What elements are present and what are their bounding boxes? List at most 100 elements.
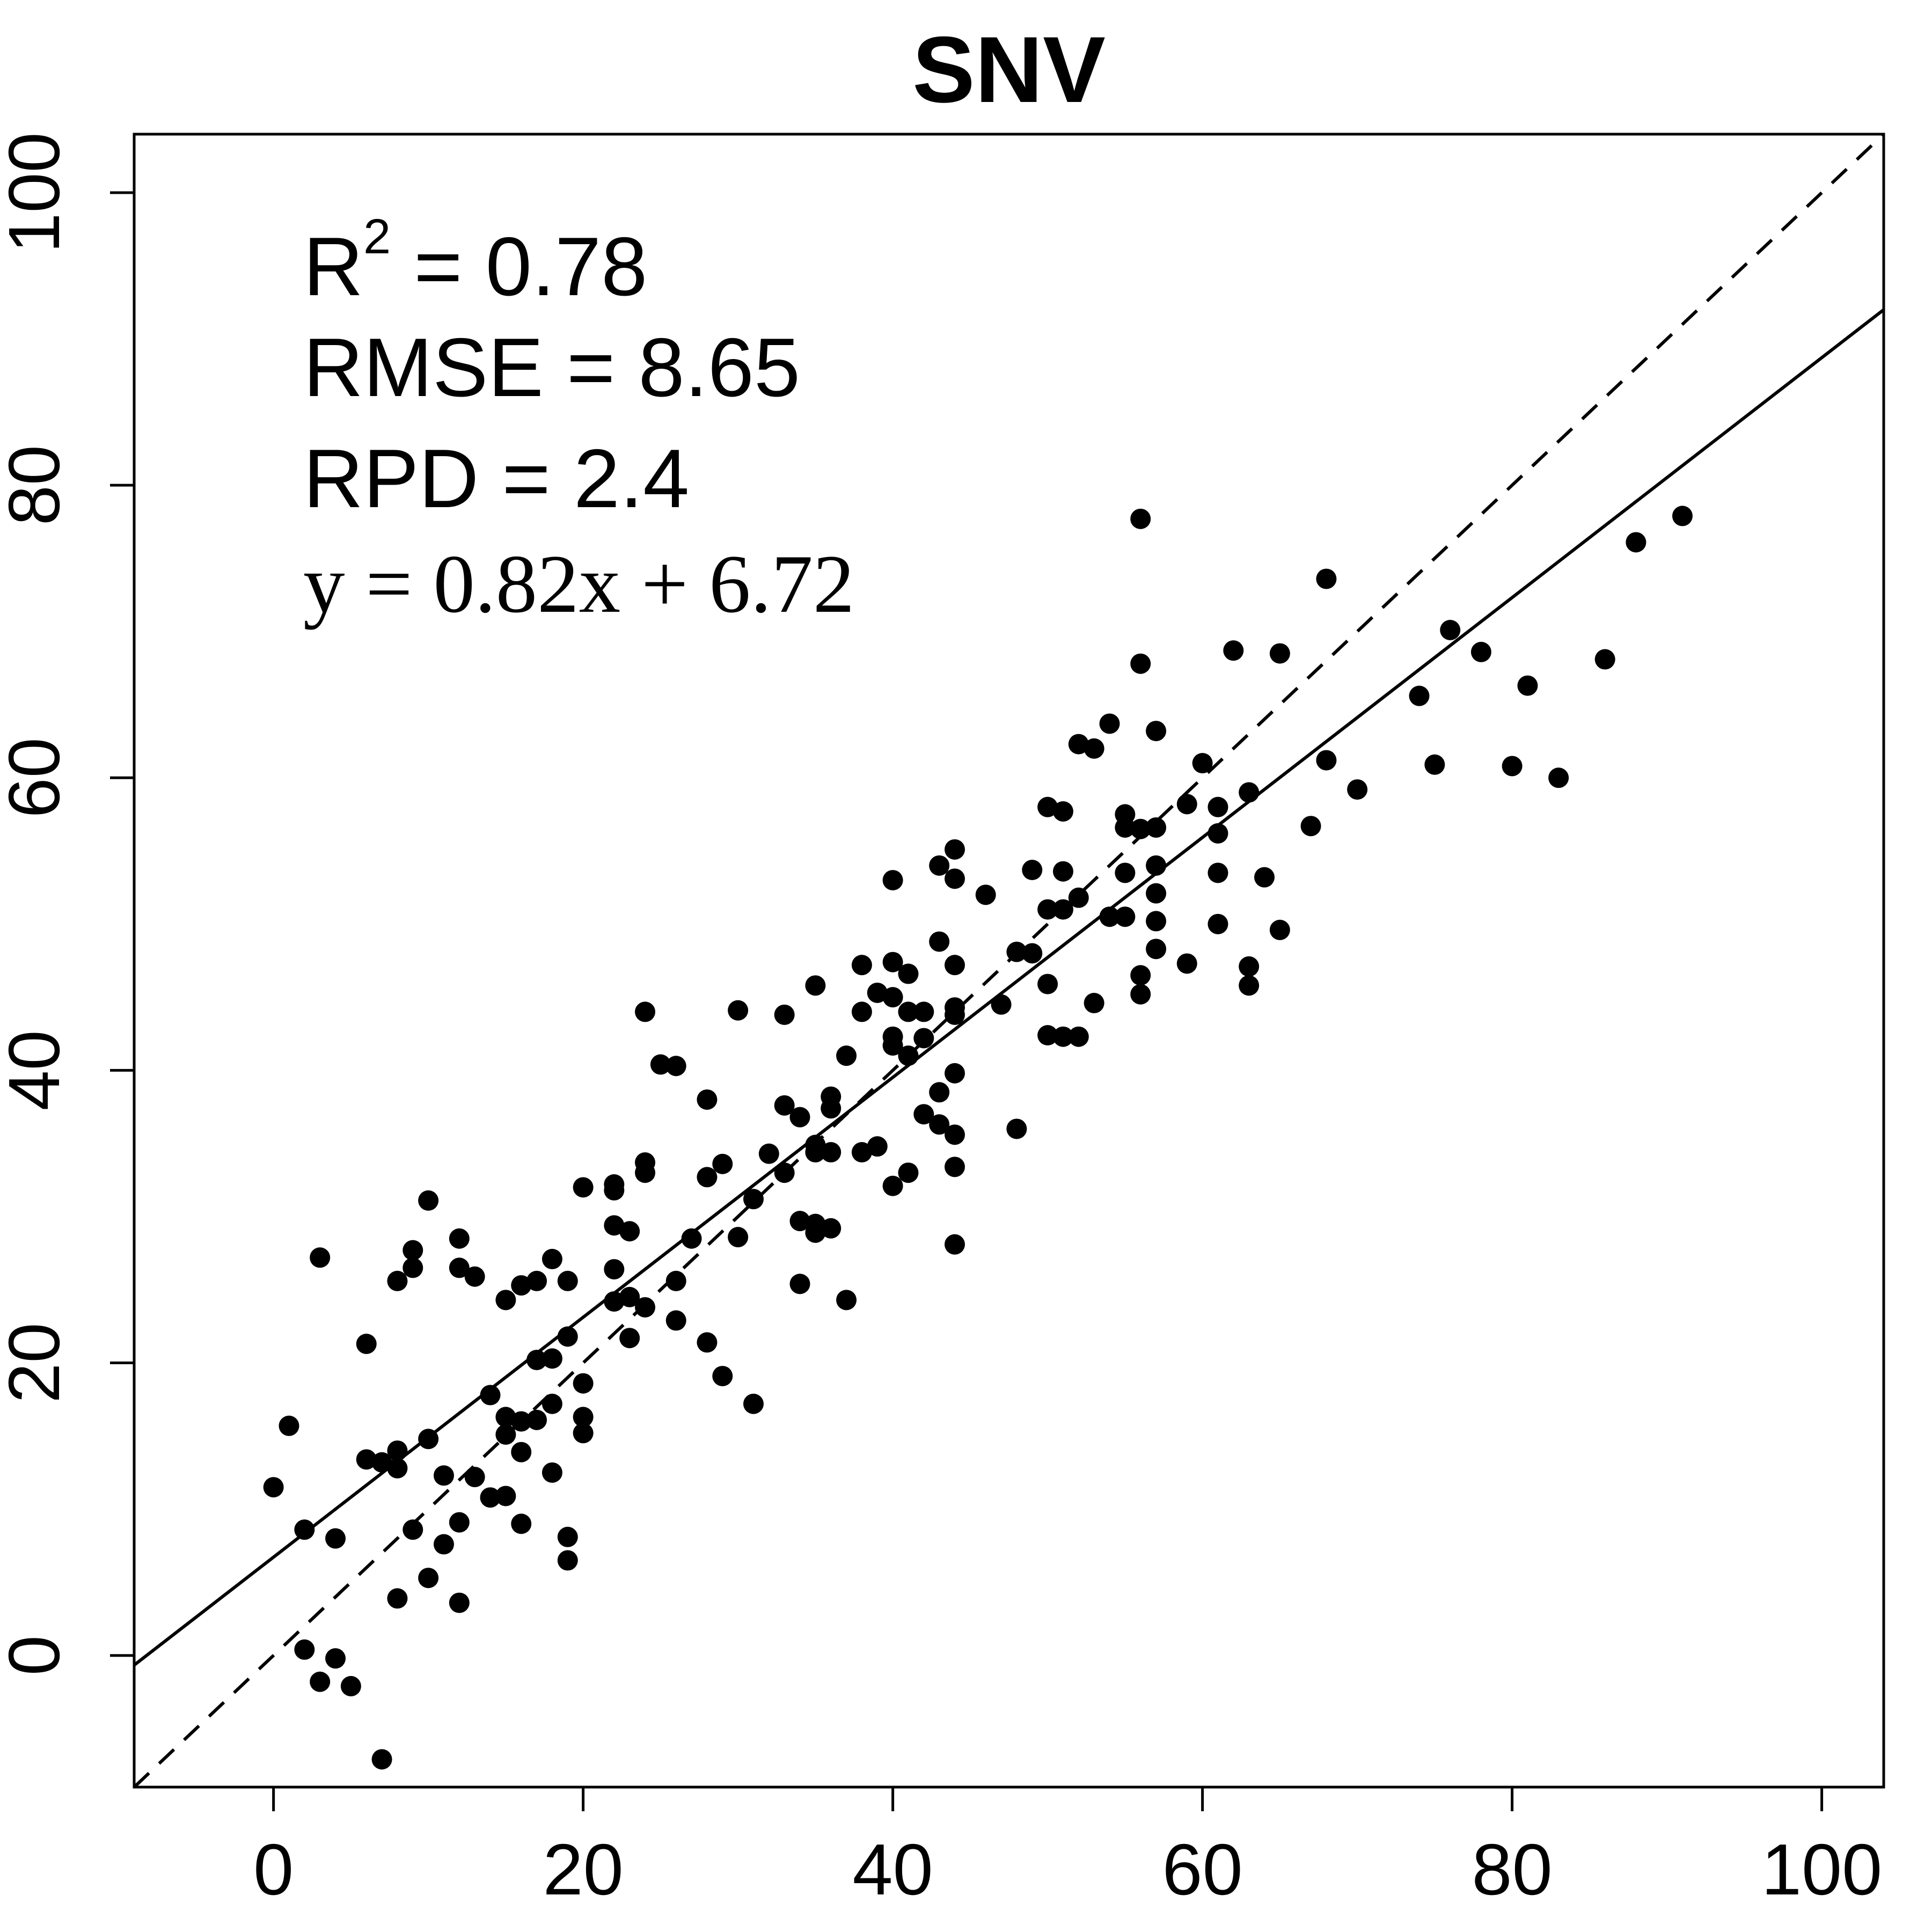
data-point xyxy=(604,1259,625,1280)
data-point xyxy=(758,1143,779,1164)
data-point xyxy=(1052,861,1073,882)
data-point xyxy=(433,1465,454,1486)
data-point xyxy=(1022,943,1043,964)
data-point xyxy=(495,1407,516,1428)
data-point xyxy=(1548,767,1569,788)
data-point xyxy=(619,1221,640,1242)
data-point xyxy=(402,1240,423,1261)
data-point xyxy=(1037,796,1058,817)
data-point xyxy=(774,1162,795,1183)
data-point xyxy=(604,1215,625,1236)
data-point xyxy=(604,1291,625,1312)
data-point xyxy=(1239,782,1260,803)
data-point xyxy=(805,1142,826,1163)
data-point xyxy=(1130,653,1151,674)
data-point xyxy=(1115,906,1136,927)
data-point xyxy=(541,1249,562,1270)
data-point xyxy=(1099,713,1120,734)
data-point xyxy=(557,1326,578,1347)
data-point xyxy=(511,1411,532,1432)
data-point xyxy=(1022,860,1043,881)
data-point xyxy=(1594,649,1615,670)
data-point xyxy=(573,1407,594,1428)
data-point xyxy=(1239,956,1260,977)
data-point xyxy=(836,1045,857,1066)
data-point xyxy=(1146,939,1167,960)
data-point xyxy=(1146,883,1167,904)
data-point xyxy=(1208,823,1228,844)
data-point xyxy=(821,1218,841,1239)
data-point xyxy=(418,1190,439,1211)
data-point xyxy=(898,1162,919,1183)
data-point xyxy=(929,1082,950,1103)
data-point xyxy=(1300,816,1321,837)
data-point xyxy=(1470,641,1491,662)
data-point xyxy=(851,955,872,976)
data-point xyxy=(279,1415,299,1436)
data-point xyxy=(1146,911,1167,932)
data-point xyxy=(913,1028,934,1049)
data-point xyxy=(1037,1025,1058,1046)
data-point xyxy=(945,839,965,860)
data-point xyxy=(557,1550,578,1571)
data-point xyxy=(1130,984,1151,1005)
data-point xyxy=(1316,750,1337,771)
data-point xyxy=(635,1001,656,1022)
data-point xyxy=(263,1477,284,1498)
data-point xyxy=(1006,941,1027,962)
data-point xyxy=(1208,796,1228,817)
data-point xyxy=(882,952,903,972)
data-point xyxy=(1208,862,1228,883)
r-squared-superscript: 2 xyxy=(363,209,391,264)
data-point xyxy=(681,1228,702,1249)
data-point xyxy=(387,1458,408,1479)
x-axis: 0 20 40 60 80 100 xyxy=(253,1787,1882,1910)
data-point xyxy=(1208,913,1228,934)
data-point xyxy=(1037,974,1058,994)
data-point xyxy=(1146,855,1167,876)
data-point xyxy=(1424,754,1445,775)
data-point xyxy=(526,1270,547,1291)
data-point xyxy=(495,1290,516,1311)
data-point xyxy=(712,1366,733,1387)
data-point xyxy=(1115,817,1136,838)
data-point xyxy=(898,1001,919,1022)
data-point xyxy=(1517,675,1538,696)
r-squared-letter: R xyxy=(303,220,363,313)
data-point xyxy=(898,1045,919,1066)
data-point xyxy=(1176,953,1197,974)
data-point xyxy=(945,1234,965,1255)
data-point xyxy=(1068,734,1089,755)
x-tick-label: 40 xyxy=(853,1829,933,1910)
data-point xyxy=(1115,862,1136,883)
data-point xyxy=(464,1266,485,1287)
data-point xyxy=(1409,685,1430,706)
rmse-label: RMSE = 8.65 xyxy=(303,321,800,414)
data-point xyxy=(821,1098,841,1119)
data-point xyxy=(511,1441,532,1462)
data-point xyxy=(1440,620,1461,640)
data-point xyxy=(774,1004,795,1025)
data-point xyxy=(1192,753,1213,774)
y-tick-label: 80 xyxy=(0,445,75,525)
data-point xyxy=(1130,965,1151,986)
data-point xyxy=(418,1429,439,1450)
data-point xyxy=(387,1588,408,1609)
data-point xyxy=(511,1513,532,1534)
data-point xyxy=(325,1648,346,1669)
data-point xyxy=(929,1114,950,1135)
data-point xyxy=(541,1393,562,1414)
data-point xyxy=(1006,1118,1027,1139)
data-point xyxy=(371,1749,392,1770)
plot-frame xyxy=(133,133,1885,1789)
rpd-label: RPD = 2.4 xyxy=(303,432,689,525)
data-point xyxy=(665,1270,686,1291)
data-point xyxy=(1068,1026,1089,1047)
data-point xyxy=(387,1440,408,1461)
data-point xyxy=(945,1004,965,1025)
data-point xyxy=(433,1534,454,1555)
data-point xyxy=(913,1001,934,1022)
y-tick-label: 100 xyxy=(0,132,75,253)
y-tick-label: 60 xyxy=(0,737,75,818)
data-point xyxy=(821,1142,841,1163)
